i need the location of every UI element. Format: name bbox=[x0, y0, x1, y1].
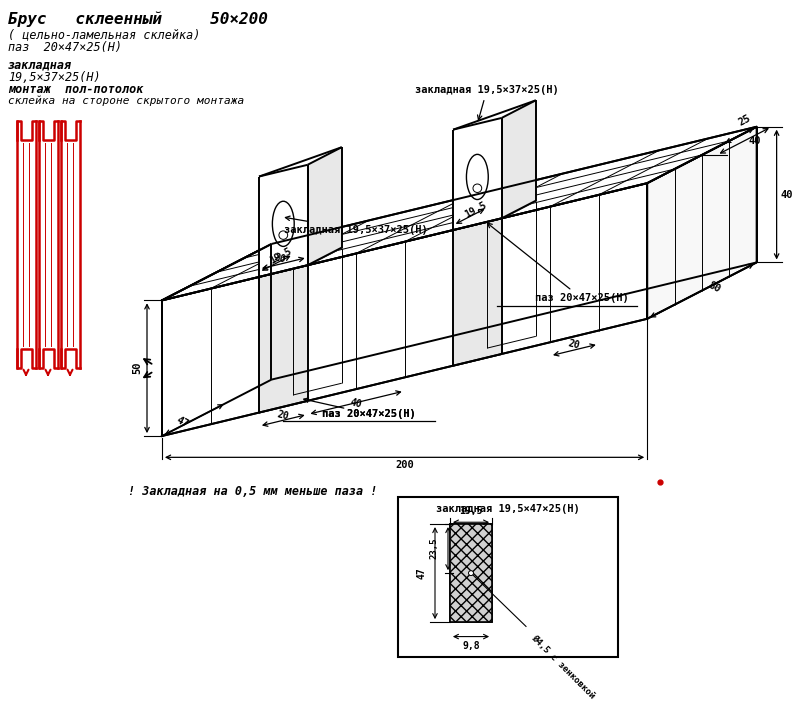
Polygon shape bbox=[162, 244, 271, 436]
Text: склейка на стороне скрытого монтажа: склейка на стороне скрытого монтажа bbox=[8, 96, 244, 106]
Text: ! Закладная на 0,5 мм меньше паза !: ! Закладная на 0,5 мм меньше паза ! bbox=[128, 485, 378, 498]
Text: 200: 200 bbox=[395, 460, 414, 470]
Ellipse shape bbox=[279, 231, 288, 239]
Text: 47: 47 bbox=[174, 414, 190, 429]
Text: 80: 80 bbox=[706, 280, 722, 295]
Ellipse shape bbox=[272, 201, 294, 246]
Text: 47: 47 bbox=[417, 567, 427, 579]
Polygon shape bbox=[453, 201, 536, 230]
Polygon shape bbox=[162, 127, 757, 300]
Polygon shape bbox=[453, 219, 502, 366]
Polygon shape bbox=[647, 127, 757, 319]
Bar bbox=[450, 524, 492, 622]
Text: 20: 20 bbox=[276, 409, 290, 422]
Text: паз 20×47×25(Н): паз 20×47×25(Н) bbox=[322, 409, 416, 419]
Text: закладная 19,5×37×25(Н): закладная 19,5×37×25(Н) bbox=[284, 216, 428, 235]
Polygon shape bbox=[259, 164, 307, 277]
Text: 50: 50 bbox=[132, 362, 142, 375]
Text: 40: 40 bbox=[780, 189, 793, 199]
Polygon shape bbox=[307, 147, 342, 265]
Polygon shape bbox=[259, 265, 307, 412]
Text: 19,5: 19,5 bbox=[462, 199, 488, 219]
Text: 23,5: 23,5 bbox=[430, 538, 439, 560]
Ellipse shape bbox=[469, 571, 474, 575]
Text: 40: 40 bbox=[748, 136, 761, 146]
Text: 20: 20 bbox=[274, 252, 287, 264]
Text: паз 20×47×25(Н): паз 20×47×25(Н) bbox=[304, 398, 416, 419]
Bar bbox=[450, 524, 492, 622]
Polygon shape bbox=[162, 183, 647, 436]
Text: монтаж  пол-потолок: монтаж пол-потолок bbox=[8, 83, 143, 96]
Text: Ø4,5 с зенковкой: Ø4,5 с зенковкой bbox=[529, 633, 596, 701]
Text: закладная 19,5×37×25(Н): закладная 19,5×37×25(Н) bbox=[415, 85, 558, 120]
Text: 19,5: 19,5 bbox=[459, 506, 482, 516]
Text: Брус   склеенный     50×200: Брус склеенный 50×200 bbox=[8, 11, 268, 27]
Ellipse shape bbox=[473, 184, 482, 192]
Text: 9,8: 9,8 bbox=[462, 642, 480, 651]
Polygon shape bbox=[259, 248, 342, 277]
Text: 20: 20 bbox=[567, 338, 582, 351]
Polygon shape bbox=[453, 118, 502, 230]
Text: 25: 25 bbox=[737, 113, 752, 128]
Text: паз  20×47×25(Н): паз 20×47×25(Н) bbox=[8, 41, 122, 53]
Text: ( цельно-ламельная склейка): ( цельно-ламельная склейка) bbox=[8, 28, 200, 41]
Text: закладная: закладная bbox=[8, 58, 72, 71]
Bar bbox=[398, 497, 618, 657]
Polygon shape bbox=[502, 100, 536, 219]
Text: 40: 40 bbox=[349, 397, 363, 409]
Text: 19,5×37×25(Н): 19,5×37×25(Н) bbox=[8, 70, 101, 84]
Text: закладная 19,5×47×25(Н): закладная 19,5×47×25(Н) bbox=[436, 503, 580, 513]
Ellipse shape bbox=[466, 155, 488, 199]
Text: 19,5: 19,5 bbox=[267, 246, 293, 266]
Text: паз 20×47×25(Н): паз 20×47×25(Н) bbox=[487, 224, 629, 303]
